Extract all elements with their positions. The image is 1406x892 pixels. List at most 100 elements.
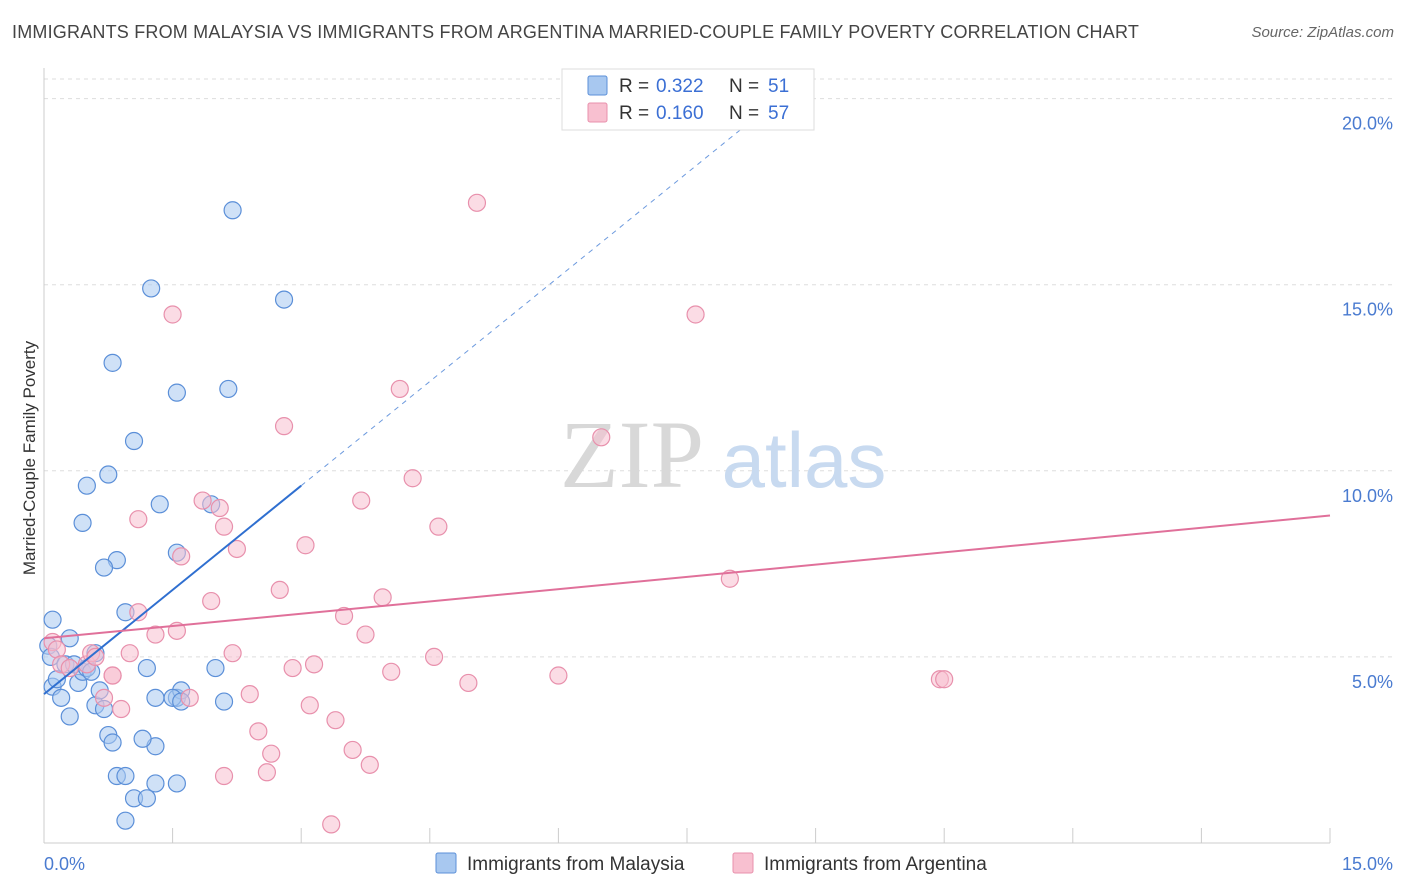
- point-malaysia-48: [167, 383, 186, 402]
- point-argentina-55: [935, 670, 954, 689]
- point-argentina-47: [274, 417, 294, 436]
- legend-n-value-argentina: 57: [768, 103, 789, 124]
- trend-line-malaysia: [43, 484, 302, 695]
- source-label: Source: ZipAtlas.com: [1251, 24, 1394, 41]
- trend-layer: [43, 79, 1331, 695]
- point-argentina-19: [257, 763, 277, 782]
- point-malaysia-37: [77, 476, 96, 495]
- point-malaysia-44: [150, 495, 169, 514]
- x-tick-label-1: 15.0%: [1342, 854, 1393, 874]
- legend-top: R = 0.322 N = 51 R = 0.160 N = 57: [561, 68, 815, 131]
- bottom-legend-label-argentina: Immigrants from Argentina: [764, 854, 987, 875]
- point-malaysia-47: [103, 353, 122, 372]
- trend-line-argentina: [43, 514, 1331, 640]
- point-argentina-53: [720, 569, 739, 588]
- point-malaysia-25: [167, 774, 186, 793]
- legend-n-label-malaysia: N =: [729, 76, 759, 97]
- point-argentina-45: [129, 510, 148, 529]
- point-argentina-26: [334, 606, 354, 626]
- point-argentina-24: [304, 655, 324, 674]
- y-tick-label-2: 15.0%: [1342, 300, 1393, 320]
- point-argentina-15: [202, 591, 221, 611]
- point-malaysia-39: [99, 465, 118, 484]
- point-argentina-23: [300, 696, 319, 715]
- axis-layer: 5.0% 10.0% 15.0% 20.0% 0.0% 15.0%: [43, 68, 1393, 874]
- y-tick-label-3: 20.0%: [1342, 114, 1393, 134]
- point-malaysia-35: [206, 658, 225, 678]
- legend-bottom: Immigrants from Malaysia Immigrants from…: [435, 852, 987, 875]
- bottom-legend-swatch-argentina: [732, 852, 754, 874]
- legend-n-value-malaysia: 51: [768, 76, 789, 97]
- chart-title: IMMIGRANTS FROM MALAYSIA VS IMMIGRANTS F…: [12, 22, 1140, 42]
- point-malaysia-7: [60, 629, 79, 648]
- point-argentina-35: [403, 469, 422, 488]
- point-argentina-40: [296, 536, 315, 555]
- point-argentina-51: [686, 305, 705, 324]
- point-argentina-43: [193, 491, 212, 510]
- point-malaysia-28: [133, 729, 152, 748]
- legend-swatch-argentina: [587, 102, 608, 123]
- point-argentina-46: [103, 666, 122, 685]
- point-argentina-28: [356, 625, 375, 644]
- point-malaysia-36: [214, 692, 234, 711]
- point-malaysia-24: [146, 774, 165, 793]
- point-argentina-31: [382, 662, 401, 681]
- point-malaysia-40: [124, 431, 144, 451]
- point-malaysia-50: [142, 279, 161, 298]
- legend-n-label-argentina: N =: [729, 103, 759, 124]
- point-malaysia-5: [52, 688, 71, 707]
- point-argentina-29: [360, 755, 379, 774]
- grid-layer: [44, 78, 1392, 658]
- point-argentina-25: [326, 711, 345, 730]
- point-malaysia-51: [274, 290, 294, 309]
- watermark-atlas: atlas: [722, 416, 887, 504]
- point-argentina-42: [214, 517, 234, 536]
- point-argentina-30: [373, 588, 392, 607]
- bottom-legend-label-malaysia: Immigrants from Malaysia: [467, 854, 685, 875]
- legend-r-value-argentina: 0.160: [656, 103, 704, 124]
- point-argentina-34: [352, 491, 371, 510]
- bottom-legend-swatch-malaysia: [435, 852, 457, 874]
- y-axis-label: Married-Couple Family Poverty: [20, 340, 39, 575]
- point-argentina-49: [592, 428, 611, 447]
- point-argentina-44: [172, 547, 191, 566]
- legend-r-label-malaysia: R =: [619, 76, 649, 97]
- point-argentina-18: [249, 722, 268, 741]
- point-argentina-41: [227, 539, 246, 559]
- point-malaysia-38: [73, 513, 92, 533]
- trend-line-malaysia-extension: [300, 79, 803, 487]
- point-argentina-12: [146, 625, 165, 644]
- point-argentina-48: [390, 379, 409, 399]
- point-argentina-32: [322, 815, 341, 834]
- point-argentina-38: [459, 673, 478, 693]
- watermark-zip: ZIP: [560, 401, 704, 508]
- points-layer: [39, 193, 954, 834]
- legend-r-label-argentina: R =: [619, 103, 649, 124]
- point-argentina-17: [240, 685, 259, 704]
- point-argentina-14: [180, 688, 199, 707]
- point-argentina-10: [120, 644, 139, 663]
- point-argentina-7: [94, 688, 114, 707]
- y-tick-label-0: 5.0%: [1352, 672, 1393, 692]
- point-malaysia-21: [116, 766, 135, 786]
- point-malaysia-42: [94, 558, 114, 577]
- point-argentina-56: [210, 498, 229, 518]
- y-tick-label-1: 10.0%: [1342, 486, 1393, 506]
- point-malaysia-23: [137, 789, 156, 808]
- point-argentina-37: [424, 647, 444, 667]
- legend-r-value-malaysia: 0.322: [656, 76, 704, 97]
- point-argentina-36: [429, 517, 448, 536]
- point-malaysia-49: [219, 379, 238, 399]
- point-argentina-50: [163, 305, 182, 324]
- point-argentina-6: [86, 647, 105, 667]
- point-argentina-22: [283, 658, 302, 678]
- point-argentina-39: [549, 666, 568, 685]
- point-argentina-16: [223, 644, 242, 663]
- point-argentina-27: [343, 740, 362, 760]
- point-malaysia-8: [60, 707, 79, 726]
- point-malaysia-32: [146, 688, 165, 707]
- point-argentina-9: [112, 699, 131, 719]
- point-malaysia-26: [116, 811, 135, 830]
- point-malaysia-29: [137, 658, 156, 678]
